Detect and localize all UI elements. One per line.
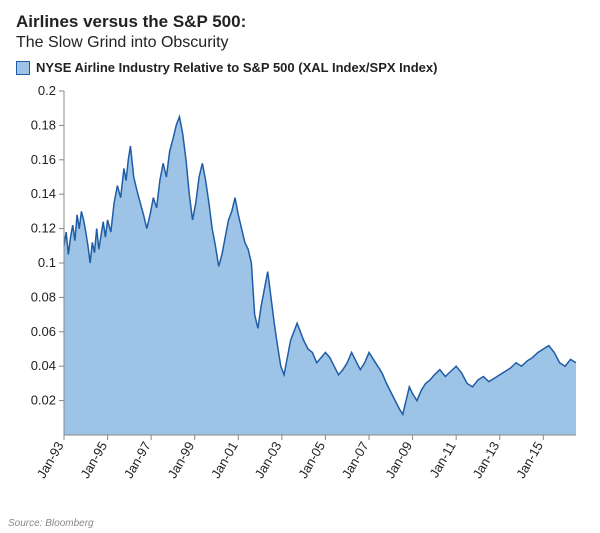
y-tick-label: 0.06 [31, 324, 56, 339]
x-tick-label: Jan-01 [208, 439, 241, 481]
y-tick-label: 0.02 [31, 393, 56, 408]
chart-svg: 0.02 0.04 0.06 0.08 0.1 0.12 0.14 0.16 0.18 0.2 Ja… [16, 85, 584, 495]
x-tick-label: Jan-11 [426, 439, 458, 480]
y-tick-label: 0.18 [31, 118, 56, 133]
x-tick-label: Jan-07 [339, 439, 372, 481]
x-tick-label: Jan-05 [295, 439, 328, 481]
y-tick-label: 0.12 [31, 221, 56, 236]
chart-title: Airlines versus the S&P 500: [16, 12, 584, 32]
y-tick-label: 0.04 [31, 359, 56, 374]
y-tick-label: 0.1 [38, 255, 56, 270]
source-label: Source: Bloomberg [8, 518, 94, 529]
x-tick-label: Jan-99 [164, 439, 197, 481]
y-tick-label: 0.14 [31, 187, 56, 202]
y-tick-label: 0.2 [38, 85, 56, 98]
area-chart: 0.02 0.04 0.06 0.08 0.1 0.12 0.14 0.16 0.18 0.2 Ja… [16, 85, 584, 495]
y-tick-label: 0.16 [31, 152, 56, 167]
legend-label: NYSE Airline Industry Relative to S&P 50… [36, 60, 437, 75]
x-tick-label: Jan-13 [469, 439, 502, 481]
legend-swatch [16, 61, 30, 75]
x-tick-label: Jan-15 [513, 439, 546, 481]
chart-subtitle: The Slow Grind into Obscurity [16, 34, 584, 52]
area-fill [64, 117, 576, 435]
legend: NYSE Airline Industry Relative to S&P 50… [16, 60, 584, 75]
x-tick-label: Jan-93 [34, 439, 67, 481]
y-tick-label: 0.08 [31, 290, 56, 305]
x-tick-label: Jan-97 [121, 439, 154, 481]
x-tick-label: Jan-09 [382, 439, 415, 481]
x-tick-label: Jan-03 [252, 439, 285, 481]
x-tick-label: Jan-95 [77, 439, 110, 481]
